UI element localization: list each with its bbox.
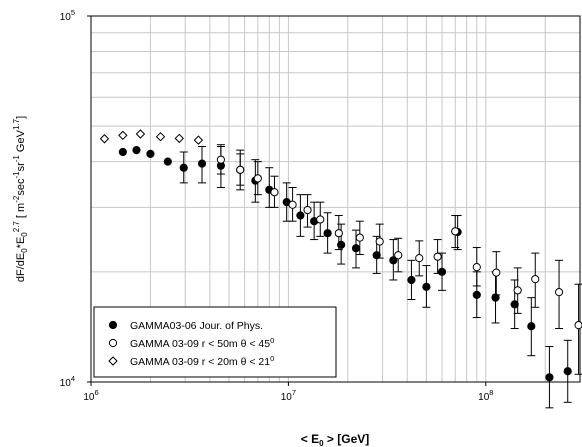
- x-tick-label: 106: [83, 388, 98, 403]
- data-point-open-circle: [472, 263, 481, 272]
- data-point-open-diamond: [155, 131, 166, 142]
- data-point-filled-circle: [563, 367, 572, 376]
- data-point-open-circle: [394, 251, 403, 260]
- legend-marker-open-circle: [108, 338, 118, 348]
- x-tick-label: 108: [478, 388, 493, 403]
- data-point-filled-circle: [323, 229, 332, 238]
- data-point-filled-circle: [146, 149, 155, 158]
- data-point-open-diamond: [193, 135, 204, 145]
- data-point-filled-circle: [372, 251, 381, 260]
- legend-entry-1: GAMMA 03-09 r < 50m θ < 450: [130, 336, 274, 350]
- data-point-open-circle: [355, 233, 364, 242]
- data-point-filled-circle: [296, 211, 305, 220]
- y-tick-label: 105: [60, 8, 75, 23]
- data-point-open-diamond: [135, 129, 146, 139]
- legend-box: [93, 306, 337, 378]
- data-point-open-circle: [253, 174, 262, 183]
- x-axis-label: < E0 > [GeV]: [301, 432, 370, 447]
- plot-frame: [90, 15, 581, 383]
- data-point-open-circle: [433, 252, 442, 261]
- data-point-filled-circle: [337, 240, 346, 249]
- data-point-open-circle: [415, 254, 424, 263]
- data-point-filled-circle: [510, 300, 519, 309]
- data-point-open-circle: [375, 237, 384, 246]
- data-point-filled-circle: [472, 290, 481, 299]
- data-point-open-circle: [236, 165, 245, 174]
- data-point-filled-circle: [132, 146, 141, 155]
- y-axis-label: dF/dE0*E02.7 [ m-2sec-1sr-1 GeV1.7]: [12, 116, 29, 282]
- data-point-filled-circle: [527, 322, 536, 331]
- data-point-open-circle: [334, 229, 343, 238]
- data-point-open-circle: [303, 205, 312, 215]
- y-axis-ticks: 104 105: [60, 8, 91, 389]
- data-point-open-diamond: [118, 130, 128, 141]
- data-point-filled-circle: [491, 293, 500, 302]
- data-markers: [99, 129, 582, 382]
- data-point-open-circle: [316, 215, 325, 224]
- data-point-filled-circle: [437, 267, 447, 276]
- data-point-filled-circle: [351, 244, 361, 253]
- data-point-open-circle: [288, 200, 297, 209]
- data-point-filled-circle: [545, 373, 554, 382]
- data-point-filled-circle: [389, 256, 398, 265]
- x-tick-label: 107: [281, 388, 296, 403]
- data-point-filled-circle: [179, 163, 188, 172]
- data-point-filled-circle: [118, 147, 127, 157]
- x-axis-ticks: 106 107 108: [83, 382, 493, 403]
- data-point-open-diamond: [174, 133, 184, 144]
- data-point-filled-circle: [407, 275, 416, 285]
- data-point-filled-circle: [163, 157, 172, 166]
- data-point-filled-circle: [422, 282, 431, 291]
- legend: GAMMA03-06 Jour. of Phys. GAMMA 03-09 r …: [93, 306, 337, 378]
- data-point-open-circle: [216, 155, 225, 164]
- data-point-open-circle: [574, 321, 582, 330]
- data-point-open-circle: [270, 188, 279, 197]
- data-point-open-circle: [451, 227, 460, 236]
- legend-marker-filled-circle: [108, 320, 118, 330]
- legend-entry-2: GAMMA 03-09 r < 20m θ < 210: [130, 354, 274, 368]
- data-point-open-diamond: [99, 134, 110, 144]
- data-point-open-circle: [554, 288, 564, 297]
- data-point-open-circle: [492, 268, 501, 277]
- y-tick-label: 104: [60, 374, 75, 389]
- legend-marker-open-diamond: [108, 356, 118, 366]
- data-point-open-circle: [531, 275, 540, 284]
- legend-entry-0: GAMMA03-06 Jour. of Phys.: [130, 320, 263, 332]
- data-point-filled-circle: [197, 159, 207, 168]
- data-point-open-circle: [513, 286, 522, 295]
